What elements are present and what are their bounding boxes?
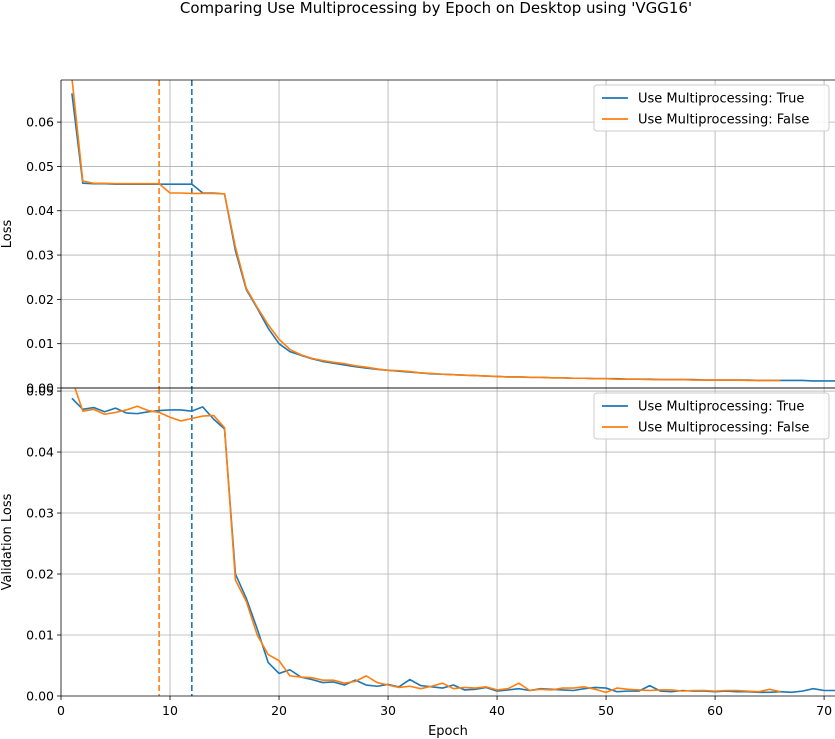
- y-tick-label: 0.00: [26, 381, 54, 396]
- legend-label: Use Multiprocessing: False: [638, 421, 809, 436]
- legend-label: Use Multiprocessing: True: [638, 92, 804, 107]
- y-axis-label: Validation Loss: [0, 493, 15, 590]
- loss-panel: 0.00 0.01 0.02 0.03 0.04 0.05 0.06 Loss Use Mult…: [0, 79, 835, 396]
- y-tick-label: 0.02: [26, 292, 54, 307]
- series-line: [71, 80, 781, 382]
- y-tick-label: 0.05: [26, 384, 54, 399]
- x-tick-label: 30: [380, 703, 396, 718]
- x-tick-label: 70: [816, 703, 832, 718]
- x-ticks: 0 10 20 30 40 50 60 70: [57, 696, 832, 718]
- y-tick-label: 0.01: [26, 628, 54, 643]
- y-tick-label: 0.01: [26, 336, 54, 351]
- y-tick-label: 0.00: [26, 689, 54, 704]
- y-ticks: 0.00 0.01 0.02 0.03 0.04 0.05 0.06: [26, 115, 61, 396]
- legend-box: [593, 84, 830, 132]
- validation-loss-panel: 0.00 0.01 0.02 0.03 0.04 0.05 Validation Loss U…: [0, 384, 835, 718]
- x-tick-label: 0: [57, 703, 65, 718]
- vertical-lines: [158, 80, 193, 388]
- y-tick-label: 0.04: [26, 445, 54, 460]
- legend: Use Multiprocessing: True Use Multiproces…: [593, 84, 830, 132]
- x-tick-label: 10: [162, 703, 178, 718]
- x-tick-label: 20: [271, 703, 287, 718]
- y-tick-label: 0.06: [26, 115, 54, 130]
- chart-title: Comparing Use Multiprocessing by Epoch o…: [180, 0, 692, 17]
- x-tick-label: 50: [598, 703, 614, 718]
- series-line: [71, 397, 835, 694]
- y-tick-label: 0.03: [26, 506, 54, 521]
- x-tick-label: 40: [489, 703, 505, 718]
- series-line: [74, 388, 781, 694]
- y-ticks: 0.00 0.01 0.02 0.03 0.04 0.05: [26, 384, 61, 704]
- series-lines: [71, 80, 835, 382]
- legend-label: Use Multiprocessing: True: [638, 400, 804, 415]
- y-axis-label: Loss: [0, 220, 15, 249]
- legend-label: Use Multiprocessing: False: [638, 113, 809, 128]
- x-axis-label: Epoch: [428, 724, 468, 739]
- series-lines: [71, 388, 835, 694]
- vertical-lines: [158, 388, 193, 696]
- x-tick-label: 60: [707, 703, 723, 718]
- y-tick-label: 0.02: [26, 567, 54, 582]
- y-tick-label: 0.05: [26, 159, 54, 174]
- grid: [61, 388, 835, 696]
- series-line: [71, 93, 835, 382]
- legend-box: [593, 392, 830, 440]
- y-tick-label: 0.04: [26, 203, 54, 218]
- y-tick-label: 0.03: [26, 248, 54, 263]
- legend: Use Multiprocessing: True Use Multiproces…: [593, 392, 830, 440]
